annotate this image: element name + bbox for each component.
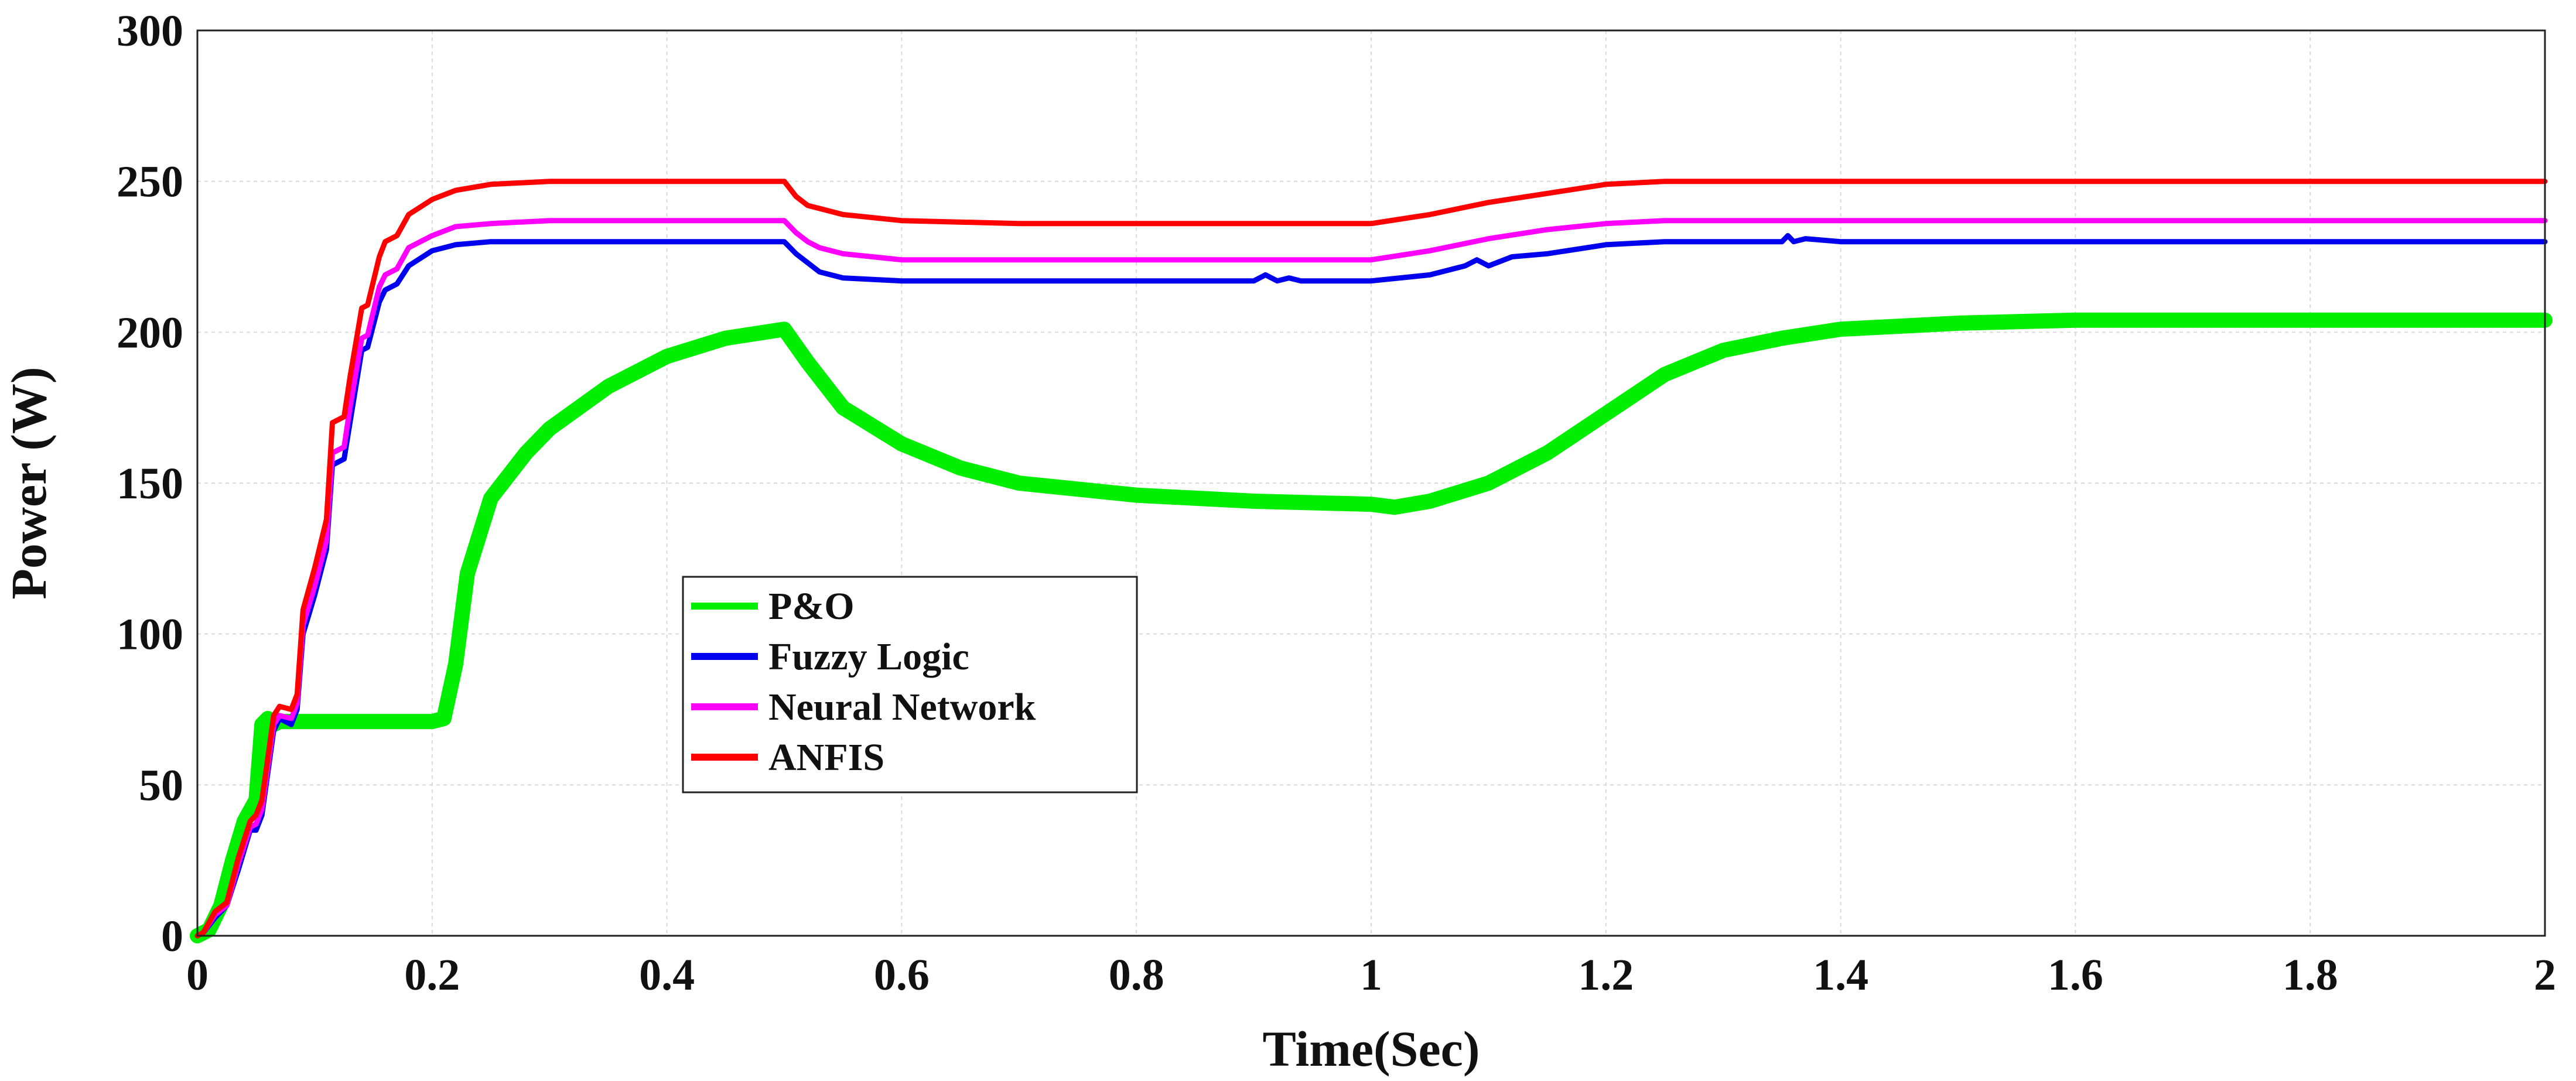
x-tick-label: 0.4: [639, 950, 695, 1000]
y-tick-label: 0: [161, 912, 183, 961]
x-tick-label: 0.6: [874, 950, 930, 1000]
series-line-fuzzy-logic: [194, 232, 2548, 939]
x-tick-label: 1.4: [1813, 950, 1868, 1000]
legend-box: [682, 576, 1138, 793]
x-tick-label: 0: [186, 950, 209, 1000]
y-tick-label: 200: [117, 308, 183, 357]
y-tick-label: 300: [117, 6, 183, 56]
y-tick-label: 100: [117, 610, 183, 659]
x-tick-label: 1: [1360, 950, 1382, 1000]
y-axis-label: Power (W): [1, 367, 57, 599]
x-tick-label: 1.2: [1578, 950, 1634, 1000]
x-tick-label: 1.6: [2048, 950, 2103, 1000]
x-tick-label: 2: [2534, 950, 2556, 1000]
y-tick-label: 250: [117, 158, 183, 207]
x-tick-labels: 0 0.2 0.4 0.6 0.8 1 1.2 1.4 1.6 1.8 2: [186, 950, 2556, 1000]
legend: P&O Fuzzy Logic Neural Network ANFIS: [682, 576, 1138, 793]
legend-label-neural-network: Neural Network: [768, 686, 1036, 728]
axes-frame: [196, 29, 2546, 937]
y-tick-labels: 0 50 100 150 200 250 300: [117, 6, 183, 961]
x-axis-label: Time(Sec): [1263, 1021, 1480, 1077]
series-line-anfis: [194, 179, 2548, 939]
x-tick-label: 0.2: [404, 950, 460, 1000]
y-tick-label: 50: [139, 761, 183, 810]
y-tick-label: 150: [117, 459, 183, 508]
legend-label-anfis: ANFIS: [768, 736, 884, 779]
x-tick-label: 1.8: [2283, 950, 2338, 1000]
x-tick-label: 0.8: [1109, 950, 1164, 1000]
legend-label-fuzzy-logic: Fuzzy Logic: [768, 635, 969, 678]
series-lines: [190, 179, 2553, 943]
legend-label-p-o: P&O: [768, 585, 855, 628]
